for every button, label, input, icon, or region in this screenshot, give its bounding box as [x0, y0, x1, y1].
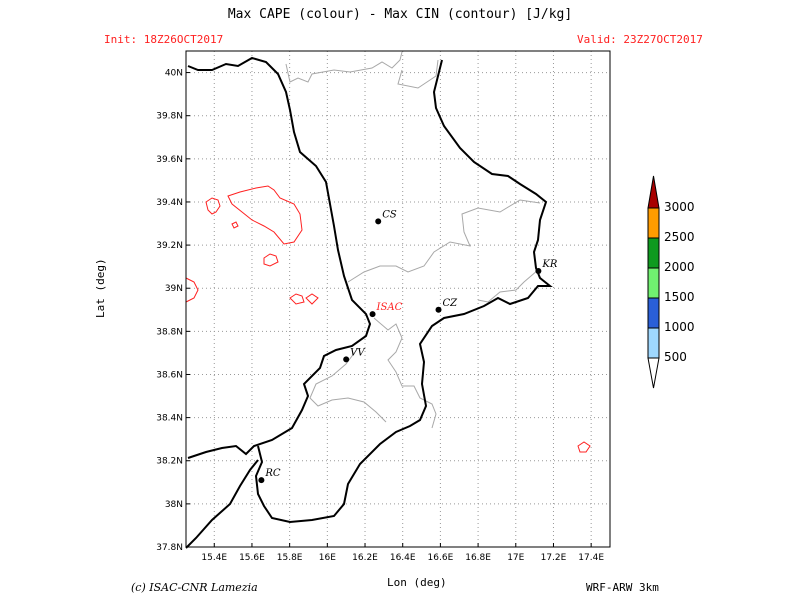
colorbar-label: 2000	[664, 260, 695, 274]
city-dot-cs	[375, 218, 382, 225]
lat-tick-label: 39.6N	[156, 155, 183, 165]
city-dot-kr	[535, 267, 542, 274]
border-north-east	[397, 59, 439, 89]
border-cosenza-crotone	[347, 199, 541, 283]
lat-tick-label: 40N	[165, 69, 183, 79]
lon-tick-label: 16.8E	[465, 553, 491, 563]
colorbar-segment	[647, 327, 660, 359]
x-axis-label: Lon (deg)	[387, 576, 447, 589]
valid-time: Valid: 23Z27OCT2017	[577, 33, 703, 46]
init-time: Init: 18Z26OCT2017	[104, 33, 224, 46]
city-label-cz: CZ	[443, 298, 459, 309]
lat-tick-label: 38.8N	[156, 327, 183, 337]
regional-borders	[285, 51, 541, 429]
lon-tick-label: 15.8E	[277, 553, 303, 563]
cin-contour-4	[263, 253, 279, 267]
colorbar	[647, 175, 660, 389]
border-vibo-rc	[309, 347, 387, 423]
city-label-isac: ISAC	[376, 302, 403, 313]
cin-contour-6	[289, 293, 305, 305]
map-frame	[185, 50, 611, 548]
chart-title: Max CAPE (colour) - Max CIN (contour) [J…	[227, 7, 573, 22]
lon-tick-label: 16.6E	[428, 553, 454, 563]
lon-tick-label: 16.4E	[390, 553, 416, 563]
lat-tick-label: 39N	[165, 284, 183, 294]
city-dot-vv	[343, 356, 350, 363]
lat-tick-label: 38.2N	[156, 457, 183, 467]
colorbar-label: 3000	[664, 200, 695, 214]
city-label-cs: CS	[382, 209, 397, 220]
lat-tick-label: 38.4N	[156, 414, 183, 424]
grid-lines	[186, 51, 610, 548]
cin-contour-8	[577, 441, 591, 453]
coast-aspromonte	[254, 59, 553, 524]
cin-contours	[185, 185, 591, 453]
colorbar-segment	[647, 237, 660, 269]
colorbar-label: 1500	[664, 290, 695, 304]
colorbar-label: 500	[664, 350, 687, 364]
credit-text: (c) ISAC-CNR Lamezia	[131, 581, 258, 594]
model-name: WRF-ARW 3km	[586, 581, 659, 594]
city-label-kr: KR	[541, 259, 557, 270]
city-label-rc: RC	[264, 468, 281, 479]
cin-contour-1	[205, 197, 221, 215]
city-dot-isac	[369, 311, 376, 318]
cin-contour-2	[227, 185, 303, 245]
lon-tick-label: 17.4E	[578, 553, 604, 563]
colorbar-over-triangle	[647, 175, 660, 209]
lon-tick-label: 16E	[319, 553, 336, 563]
colorbar-segment	[647, 207, 660, 239]
colorbar-label: 2500	[664, 230, 695, 244]
lon-tick-label: 17E	[507, 553, 524, 563]
city-label-vv: VV	[350, 347, 366, 358]
coastline	[185, 56, 553, 549]
lat-tick-label: 39.8N	[156, 112, 183, 122]
lat-tick-label: 39.2N	[156, 241, 183, 251]
lat-tick-label: 37.8N	[156, 543, 183, 553]
colorbar-segment	[647, 267, 660, 299]
lat-tick-label: 39.4N	[156, 198, 183, 208]
city-dot-rc	[258, 477, 265, 484]
coast-sicily	[185, 459, 259, 549]
coast-north-tyrrhenian	[187, 56, 372, 459]
colorbar-label: 1000	[664, 320, 695, 334]
city-dot-cz	[435, 306, 442, 313]
border-catanzaro-vibo	[373, 317, 437, 429]
border-north	[285, 51, 403, 83]
lon-tick-label: 15.6E	[239, 553, 265, 563]
lat-tick-label: 38N	[165, 500, 183, 510]
cin-contour-7	[305, 293, 319, 305]
border-crotone-catanzaro	[477, 269, 539, 303]
axis-ticks: 40N 39.8N 39.6N 39.4N 39.2N 39N 38.8N 38.6N 38.4…	[156, 69, 604, 563]
lat-tick-label: 38.6N	[156, 370, 183, 380]
lon-tick-label: 15.4E	[201, 553, 227, 563]
lon-tick-label: 17.2E	[541, 553, 567, 563]
lon-tick-label: 16.2E	[352, 553, 378, 563]
colorbar-segment	[647, 297, 660, 329]
colorbar-under-triangle	[647, 357, 660, 389]
city-markers: CS ISAC CZ KR VV RC	[258, 209, 558, 484]
cin-contour-5	[185, 277, 199, 303]
cin-contour-3	[231, 221, 239, 229]
